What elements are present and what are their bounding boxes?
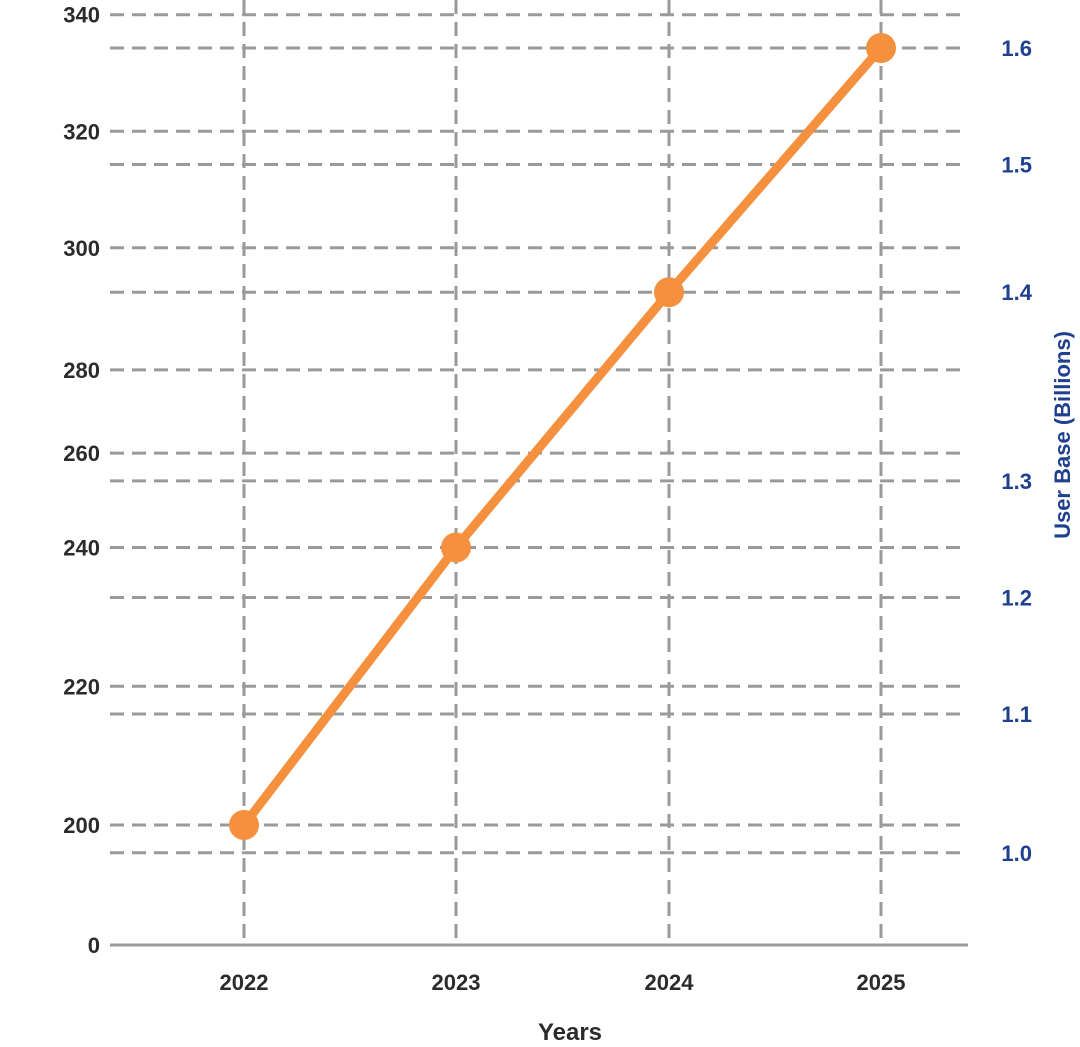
right-tick-label: 1.5: [1001, 153, 1032, 178]
left-tick-label: 340: [63, 3, 100, 28]
right-tick-label: 1.4: [1001, 280, 1032, 305]
left-tick-label: 300: [63, 236, 100, 261]
x-axis-title: Years: [538, 1019, 602, 1046]
right-axis-title: User Base (Billions): [1050, 331, 1075, 539]
x-axis-ticks: 2022 2023 2024 2025: [220, 970, 906, 995]
x-tick-label: 2024: [645, 970, 695, 995]
left-tick-label: 220: [63, 674, 100, 699]
series-layer: [229, 33, 896, 840]
data-point-2025: [866, 33, 896, 63]
left-tick-label: 0: [88, 933, 100, 958]
left-tick-label: 260: [63, 441, 100, 466]
x-tick-label: 2023: [432, 970, 481, 995]
data-point-2022: [229, 810, 259, 840]
left-tick-label: 240: [63, 536, 100, 561]
left-tick-label: 280: [63, 358, 100, 383]
data-point-2023: [441, 532, 471, 563]
x-tick-label: 2022: [220, 970, 269, 995]
left-axis-ticks: 0 200 220 240 260 280 300 320 340: [63, 3, 100, 958]
right-tick-label: 1.2: [1001, 585, 1032, 610]
right-tick-label: 1.6: [1001, 36, 1032, 61]
right-tick-label: 1.0: [1001, 841, 1032, 866]
x-tick-label: 2025: [857, 970, 906, 995]
vertical-gridlines: [242, 0, 883, 945]
right-tick-label: 1.1: [1001, 702, 1032, 727]
horizontal-gridlines: [110, 13, 968, 855]
right-axis-ticks: 1.0 1.1 1.2 1.3 1.4 1.5 1.6: [1001, 36, 1032, 866]
data-point-2024: [654, 277, 684, 308]
left-tick-label: 320: [63, 119, 100, 144]
series-line: [239, 43, 886, 830]
left-tick-label: 200: [63, 813, 100, 838]
right-tick-label: 1.3: [1001, 469, 1032, 494]
